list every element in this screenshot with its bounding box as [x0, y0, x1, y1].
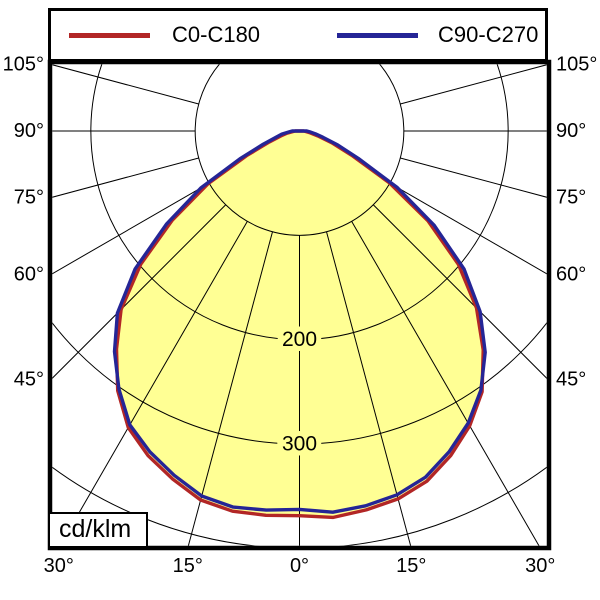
legend-item-c90-c270: C90-C270	[337, 24, 538, 46]
axis-label-left-105: 105°	[3, 53, 44, 75]
grid-radial-minus75	[52, 157, 199, 198]
ring-label-200: 200	[282, 328, 317, 351]
axis-label-right-105: 105°	[556, 53, 597, 75]
grid-radial-minus60	[52, 182, 210, 275]
grid-radial-minus105	[52, 64, 199, 105]
axis-label-right-90: 90°	[556, 120, 586, 142]
grid-radial-75	[400, 157, 547, 198]
axis-label-bottom-minus15: 15°	[173, 555, 203, 577]
unit-label-box: cd/klm	[48, 512, 148, 548]
legend-line-c0-c180	[69, 32, 150, 38]
grid-radial-45	[372, 204, 547, 380]
legend-label-c90-c270: C90-C270	[438, 22, 539, 47]
legend-label-c0-c180: C0-C180	[172, 22, 261, 47]
curve-c90-c270	[112, 129, 487, 514]
axis-label-bottom-minus30: 30°	[44, 555, 74, 577]
axis-label-left-60: 60°	[14, 263, 44, 285]
axis-label-left-75: 75°	[14, 187, 44, 209]
axis-label-bottom-0: 0°	[290, 555, 309, 577]
axis-label-left-90: 90°	[14, 120, 44, 142]
axis-label-right-45: 45°	[556, 369, 586, 391]
legend: C0-C180 C90-C270	[48, 8, 548, 62]
axis-label-bottom-30: 30°	[525, 555, 555, 577]
legend-item-c0-c180: C0-C180	[69, 24, 260, 46]
axis-label-right-60: 60°	[556, 263, 586, 285]
grid-radial-105	[400, 64, 547, 105]
axis-label-left-45: 45°	[14, 369, 44, 391]
axis-label-bottom-15: 15°	[396, 555, 426, 577]
axis-label-right-75: 75°	[556, 187, 586, 209]
legend-line-c90-c270	[337, 32, 419, 38]
grid-radial-minus30	[59, 221, 248, 546]
grid-radial-15	[326, 231, 412, 546]
grid-radial-minus15	[187, 231, 273, 546]
grid-radial-30	[351, 221, 540, 546]
grid-radial-minus45	[52, 204, 227, 379]
ring-label-300: 300	[282, 432, 317, 455]
unit-label: cd/klm	[59, 515, 132, 543]
grid-radial-60	[389, 182, 547, 275]
